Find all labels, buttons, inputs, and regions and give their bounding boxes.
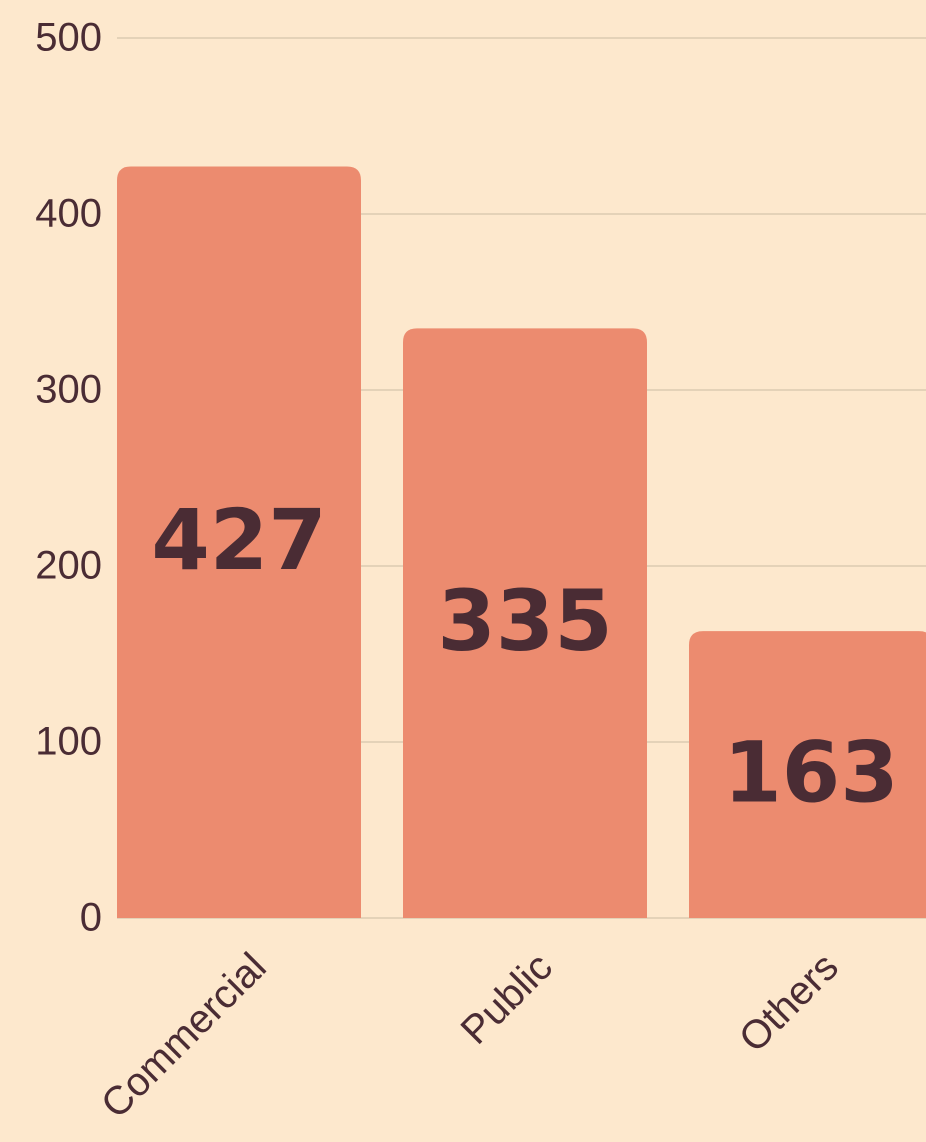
y-tick-label: 100 [35, 720, 102, 764]
bar [403, 328, 647, 918]
x-tick-label: Others [731, 945, 847, 1061]
y-tick-label: 500 [35, 16, 102, 60]
x-tick-label: Public [453, 945, 561, 1053]
value-label: 163 [723, 723, 898, 821]
value-label: 427 [151, 491, 326, 589]
y-tick-label: 200 [35, 544, 102, 588]
value-label: 335 [437, 572, 612, 670]
y-tick-label: 300 [35, 368, 102, 412]
bar [689, 631, 926, 918]
y-tick-label: 0 [80, 896, 102, 940]
x-tick-label: Commercial [93, 945, 275, 1127]
y-tick-label: 400 [35, 192, 102, 236]
bar [117, 166, 361, 919]
